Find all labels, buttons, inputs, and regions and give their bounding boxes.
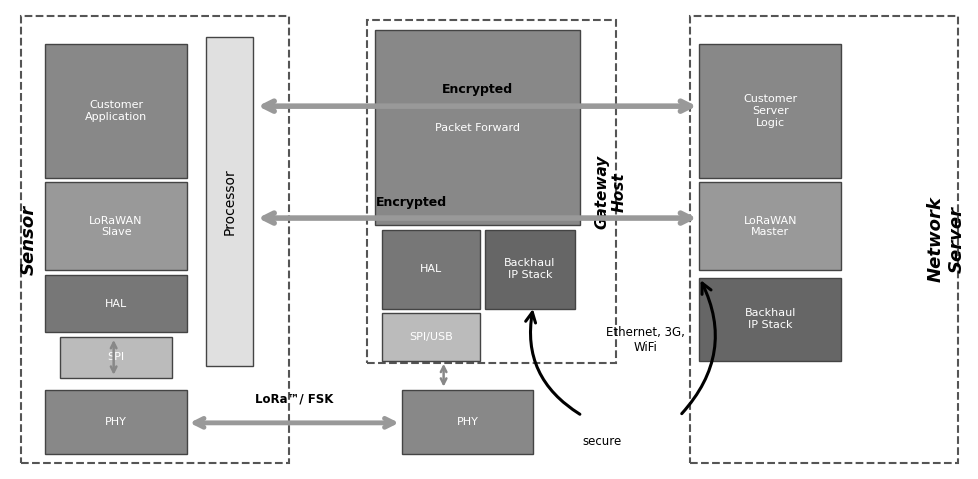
Text: Packet Forward: Packet Forward: [435, 123, 519, 133]
Text: Gateway
Host: Gateway Host: [594, 155, 626, 229]
Bar: [381, 313, 479, 361]
Text: SPI/USB: SPI/USB: [409, 332, 453, 342]
Text: SPI: SPI: [108, 353, 124, 363]
Text: Sensor: Sensor: [20, 205, 38, 274]
Bar: [401, 389, 533, 454]
Text: Backhaul
IP Stack: Backhaul IP Stack: [504, 259, 556, 280]
Bar: [367, 21, 616, 363]
Text: PHY: PHY: [105, 417, 127, 427]
Text: Processor: Processor: [223, 168, 237, 235]
Bar: [21, 16, 289, 463]
Text: LoRaWAN
Slave: LoRaWAN Slave: [89, 216, 143, 237]
FancyArrowPatch shape: [525, 312, 579, 414]
FancyArrowPatch shape: [681, 283, 715, 414]
Text: Backhaul
IP Stack: Backhaul IP Stack: [743, 308, 795, 330]
Bar: [484, 230, 575, 308]
Bar: [698, 182, 840, 271]
Text: Encrypted: Encrypted: [442, 83, 512, 96]
Bar: [689, 16, 957, 463]
Bar: [45, 389, 187, 454]
Text: Customer
Server
Logic: Customer Server Logic: [742, 94, 796, 127]
Bar: [381, 230, 479, 308]
Bar: [45, 44, 187, 178]
Text: PHY: PHY: [456, 417, 478, 427]
Bar: [698, 278, 840, 361]
Text: secure: secure: [582, 435, 621, 448]
Text: Encrypted: Encrypted: [376, 196, 447, 209]
Text: Ethernet, 3G,
WiFi: Ethernet, 3G, WiFi: [605, 326, 685, 354]
Text: HAL: HAL: [105, 299, 127, 309]
Text: LoRaWAN
Master: LoRaWAN Master: [742, 216, 796, 237]
Text: HAL: HAL: [420, 264, 442, 274]
Bar: [60, 337, 172, 377]
Text: LoRa™/ FSK: LoRa™/ FSK: [255, 392, 333, 406]
Bar: [206, 37, 253, 365]
Bar: [45, 275, 187, 332]
Text: Customer
Application: Customer Application: [85, 100, 147, 122]
Text: Network
Server: Network Server: [926, 196, 964, 283]
Bar: [375, 30, 580, 225]
Bar: [698, 44, 840, 178]
Bar: [45, 182, 187, 271]
